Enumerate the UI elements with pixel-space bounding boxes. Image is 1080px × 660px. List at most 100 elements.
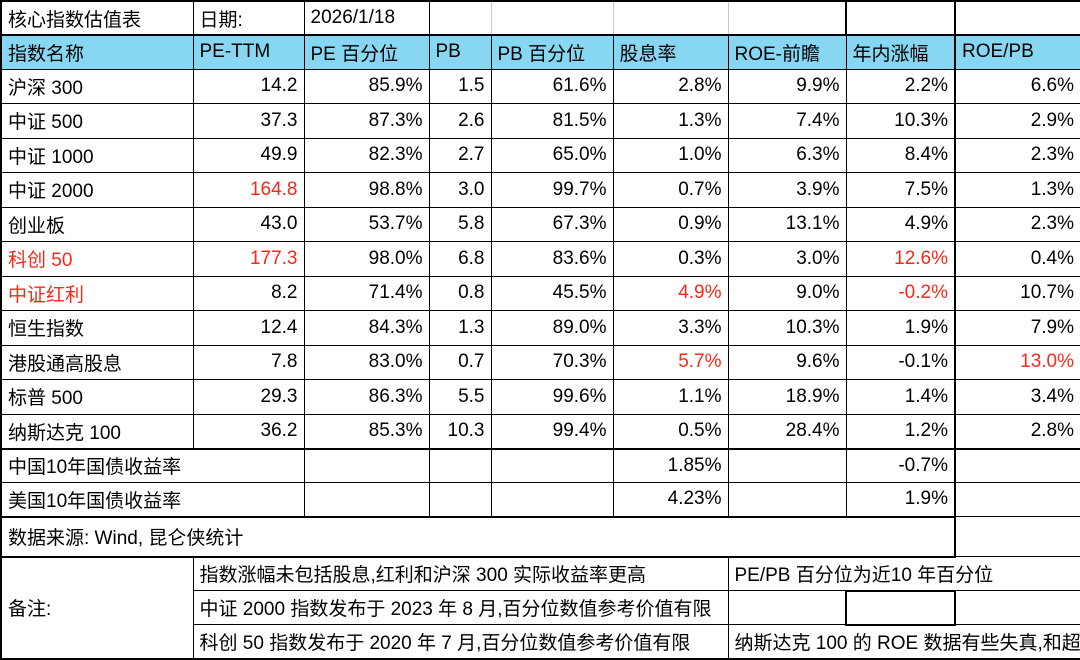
cell-pb: 2.7 (428, 137, 492, 173)
cell-index-name: 标普 500 (0, 379, 194, 415)
cell-roepb: 2.3% (954, 137, 1080, 173)
cell-roe: 3.0% (727, 241, 847, 277)
cell-div: 0.3% (612, 241, 729, 277)
cell-pe: 36.2 (192, 413, 305, 450)
cell-ytd: 8.4% (845, 137, 956, 173)
cell-div: 0.5% (612, 413, 729, 450)
cell-roe: 13.1% (727, 206, 847, 242)
cell-div: 1.3% (612, 103, 729, 139)
cell-roepb: 2.9% (954, 103, 1080, 139)
cell-pe-pct: 87.3% (303, 103, 430, 139)
table-row-hs300: 沪深 300 14.2 85.9% 1.5 61.6% 2.8% 9.9% 2.… (0, 68, 1080, 104)
cell-pe-pct: 83.0% (303, 344, 430, 380)
cell-pe: 8.2 (192, 275, 305, 311)
sheet-title: 核心指数估值表 (0, 0, 194, 36)
cell-roepb: 1.3% (954, 172, 1080, 208)
table-row-cn-10y-bond: 中国10年国债收益率 1.85% -0.7% (0, 448, 1080, 483)
empty-cell (845, 0, 956, 36)
note-text-clipped: 纳斯达克 100 的 ROE 数据有些失真,和超 (727, 624, 1080, 659)
cell-roe: 9.6% (727, 344, 847, 380)
remark-label: 备注: (0, 556, 194, 659)
empty-cell (428, 448, 492, 483)
column-header-pb-pct: PB 百分位 (490, 34, 614, 70)
table-row-chinext: 创业板 43.0 53.7% 5.8 67.3% 0.9% 13.1% 4.9%… (0, 206, 1080, 242)
cell-roe: 7.4% (727, 103, 847, 139)
table-row-star50: 科创 50 177.3 98.0% 6.8 83.6% 0.3% 3.0% 12… (0, 241, 1080, 277)
cell-pe: 7.8 (192, 344, 305, 380)
cell-pe-pct: 85.3% (303, 413, 430, 450)
header-row: 指数名称 PE-TTM PE 百分位 PB PB 百分位 股息率 ROE-前瞻 … (0, 34, 1080, 70)
table-row-hk-high-div: 港股通高股息 7.8 83.0% 0.7 70.3% 5.7% 9.6% -0.… (0, 344, 1080, 380)
column-header-ytd: 年内涨幅 (845, 34, 956, 70)
cell-pe-pct: 86.3% (303, 379, 430, 415)
note-text: PE/PB 百分位为近10 年百分位 (727, 556, 1080, 591)
cell-ytd: -0.1% (845, 344, 956, 380)
cell-pe: 43.0 (192, 206, 305, 242)
cell-index-name: 港股通高股息 (0, 344, 194, 380)
cell-pb-pct: 99.4% (490, 413, 614, 450)
cell-index-name: 创业板 (0, 206, 194, 242)
cell-pe-pct: 53.7% (303, 206, 430, 242)
note-text: 科创 50 指数发布于 2020 年 7 月,百分位数值参考价值有限 (192, 624, 729, 659)
cell-div: 0.9% (612, 206, 729, 242)
cell-index-name: 中证 1000 (0, 137, 194, 173)
cell-pb-pct: 99.6% (490, 379, 614, 415)
cell-ytd: -0.2% (845, 275, 956, 311)
cell-ytd: 2.2% (845, 68, 956, 104)
note-row-3: 科创 50 指数发布于 2020 年 7 月,百分位数值参考价值有限 纳斯达克 … (1, 624, 1080, 659)
cell-ytd: 7.5% (845, 172, 956, 208)
cell-index-name: 科创 50 (0, 241, 194, 277)
table-row-csi1000: 中证 1000 49.9 82.3% 2.7 65.0% 1.0% 6.3% 8… (0, 137, 1080, 173)
empty-cell (490, 482, 614, 518)
empty-cell (428, 482, 492, 518)
cell-pe: 29.3 (192, 379, 305, 415)
empty-cell (428, 0, 492, 36)
cell-roepb: 7.9% (954, 310, 1080, 346)
cell-pe-pct: 82.3% (303, 137, 430, 173)
cell-pe: 37.3 (192, 103, 305, 139)
cell-pe-pct: 71.4% (303, 275, 430, 311)
cell-pb-pct: 65.0% (490, 137, 614, 173)
cell-roe: 28.4% (727, 413, 847, 450)
cell-pb: 5.8 (428, 206, 492, 242)
empty-cell (954, 590, 1080, 625)
cell-roe: 9.9% (727, 68, 847, 104)
cell-div: 5.7% (612, 344, 729, 380)
cell-div: 4.9% (612, 275, 729, 311)
column-header-div-yield: 股息率 (612, 34, 729, 70)
table-row-hsi: 恒生指数 12.4 84.3% 1.3 89.0% 3.3% 10.3% 1.9… (0, 310, 1080, 346)
empty-cell (954, 516, 1080, 557)
cell-pb-pct: 70.3% (490, 344, 614, 380)
cell-pb: 10.3 (428, 413, 492, 450)
source-row: 数据来源: Wind, 昆仑侠统计 (0, 516, 1080, 558)
table-row-dividend: 中证红利 8.2 71.4% 0.8 45.5% 4.9% 9.0% -0.2%… (0, 275, 1080, 311)
cell-roepb: 10.7% (954, 275, 1080, 311)
highlighted-empty-cell (845, 589, 956, 626)
cell-bond-ytd: 1.9% (845, 482, 956, 518)
cell-index-name: 中证 500 (0, 103, 194, 139)
cell-pe-pct: 85.9% (303, 68, 430, 104)
table-row-csi500: 中证 500 37.3 87.3% 2.6 81.5% 1.3% 7.4% 10… (0, 103, 1080, 139)
cell-pe: 164.8 (192, 172, 305, 208)
cell-pb: 6.8 (428, 241, 492, 277)
cell-pb-pct: 61.6% (490, 68, 614, 104)
data-source-text: 数据来源: Wind, 昆仑侠统计 (0, 516, 956, 558)
cell-pe-pct: 84.3% (303, 310, 430, 346)
date-value: 2026/1/18 (303, 0, 430, 36)
empty-cell (954, 482, 1080, 517)
column-header-roe-pb: ROE/PB (954, 34, 1080, 70)
cell-div: 1.1% (612, 379, 729, 415)
cell-pb-pct: 45.5% (490, 275, 614, 311)
cell-bond-yield: 4.23% (612, 482, 729, 518)
cell-pe: 14.2 (192, 68, 305, 104)
cell-pb-pct: 81.5% (490, 103, 614, 139)
empty-cell (490, 0, 614, 36)
cell-roe: 10.3% (727, 310, 847, 346)
cell-ytd: 12.6% (845, 241, 956, 277)
table-row-us-10y-bond: 美国10年国债收益率 4.23% 1.9% (0, 482, 1080, 518)
cell-pb: 1.5 (428, 68, 492, 104)
table-row-csi2000: 中证 2000 164.8 98.8% 3.0 99.7% 0.7% 3.9% … (0, 172, 1080, 208)
cell-pb: 0.8 (428, 275, 492, 311)
cell-bond-name: 美国10年国债收益率 (0, 482, 305, 518)
